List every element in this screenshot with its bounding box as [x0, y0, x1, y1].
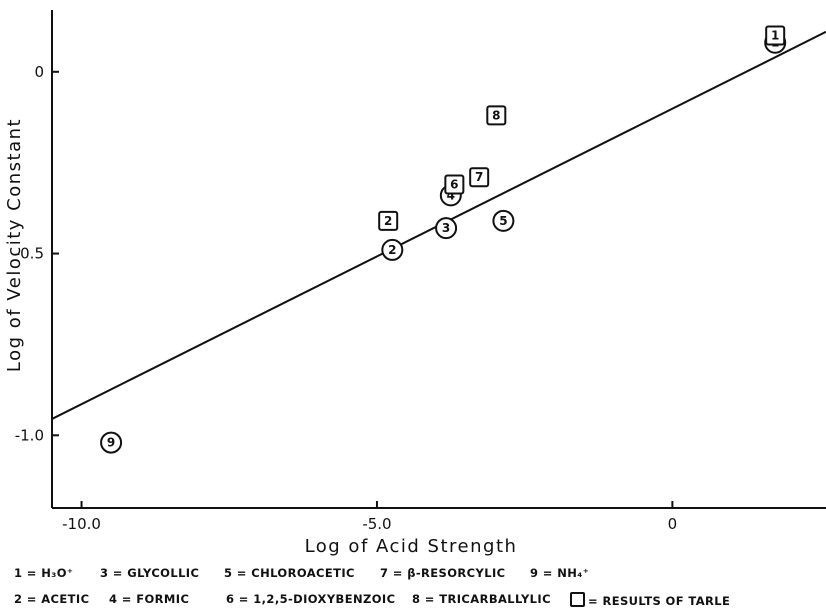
square-marker — [486, 105, 507, 126]
point-label: 9 — [107, 436, 115, 450]
square-marker — [765, 25, 786, 46]
square-marker — [444, 174, 465, 195]
circle-marker — [435, 217, 458, 240]
square-data-point: 8 — [486, 105, 507, 126]
point-label: 4 — [447, 188, 455, 202]
x-axis-title: Log of Acid Strength — [305, 536, 518, 557]
square-marker — [469, 167, 490, 188]
chart-plot: -10.0-5.000-0.5-1.0 12345912678 Log of A… — [4, 10, 826, 557]
legend-item: 9 = NH₄⁺ — [530, 566, 590, 580]
ticks: -10.0 -5.0 0 0 -0.5 -1.0 — [15, 63, 677, 533]
square-data-point: 7 — [469, 167, 490, 188]
square-data-point: 6 — [444, 174, 465, 195]
y-tick-label: 0 — [34, 63, 44, 81]
legend-item: 5 = CHLOROACETIC — [224, 566, 355, 580]
point-label: 3 — [442, 221, 450, 235]
point-label: 5 — [499, 214, 507, 228]
circle-data-point: 5 — [492, 209, 515, 232]
point-label: 1 — [771, 28, 779, 42]
circle-marker — [100, 431, 123, 454]
point-label: 6 — [450, 177, 458, 191]
legend-item: 6 = 1,2,5-DIOXYBENZOIC — [226, 592, 396, 606]
point-label: 2 — [384, 214, 392, 228]
x-tick-label: 0 — [668, 515, 678, 533]
y-tick-label: -0.5 — [15, 245, 44, 263]
y-axis-title: Log of Velocity Constant — [4, 118, 25, 372]
legend-square-entry: = RESULTS OF TARLE — [570, 592, 730, 608]
legend-item: 1 = H₃O⁺ — [14, 566, 74, 580]
x-tick-label: -5.0 — [362, 515, 391, 533]
legend-item: 3 = GLYCOLLIC — [100, 566, 200, 580]
y-tick-label: -1.0 — [15, 426, 44, 444]
circle-data-point: 9 — [100, 431, 123, 454]
legend-square-label: = RESULTS OF TARLE — [588, 594, 731, 608]
circle-marker — [492, 209, 515, 232]
square-marker — [378, 210, 399, 231]
square-data-point: 2 — [378, 210, 399, 231]
legend-item: 2 = ACETIC — [14, 592, 90, 606]
axes — [51, 10, 826, 509]
legend-item: 7 = β-RESORCYLIC — [380, 566, 506, 580]
data-markers: 12345912678 — [100, 25, 787, 454]
point-label: 2 — [388, 243, 396, 257]
circle-data-point: 3 — [435, 217, 458, 240]
legend-item: 8 = TRICARBALLYLIC — [412, 592, 551, 606]
circle-marker — [381, 238, 404, 261]
square-data-point: 1 — [765, 25, 786, 46]
point-label: 7 — [475, 170, 483, 184]
circle-data-point: 2 — [381, 238, 404, 261]
square-marker-icon — [570, 592, 585, 607]
point-label: 8 — [492, 108, 500, 122]
x-tick-label: -10.0 — [62, 515, 101, 533]
legend-item: 4 = FORMIC — [109, 592, 190, 606]
